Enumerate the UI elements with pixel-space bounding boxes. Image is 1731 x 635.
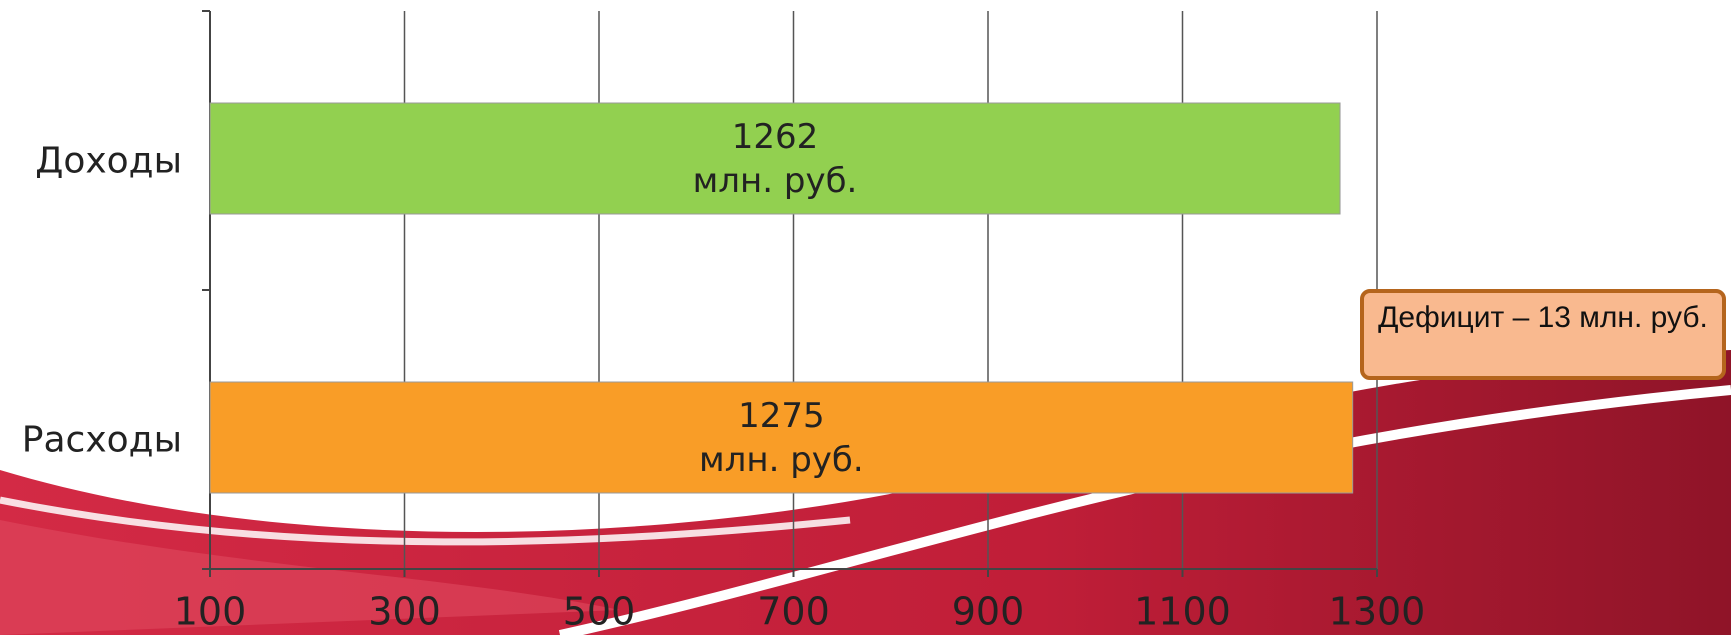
x-tick-label: 700	[757, 590, 830, 634]
x-tick-label: 100	[174, 590, 247, 634]
annotation-box: Дефицит – 13 млн. руб.	[1360, 289, 1726, 380]
value-label: 1275 млн. руб.	[698, 395, 864, 480]
y-tick-label: Расходы	[22, 420, 182, 461]
bar	[209, 381, 1354, 494]
x-tick-label: 500	[563, 590, 636, 634]
y-tick-label: Доходы	[35, 141, 182, 182]
value-label: 1262 млн. руб.	[692, 116, 858, 201]
x-tick-label: 900	[952, 590, 1025, 634]
x-tick-label: 1300	[1329, 590, 1426, 634]
bar	[209, 102, 1341, 215]
annotation: Дефицит – 13 млн. руб.	[1360, 289, 1726, 380]
x-tick-label: 1100	[1134, 590, 1231, 634]
value-label-box: 1262 млн. руб.	[692, 116, 858, 201]
x-tick-label: 300	[368, 590, 441, 634]
value-label-box: 1275 млн. руб.	[698, 395, 864, 480]
